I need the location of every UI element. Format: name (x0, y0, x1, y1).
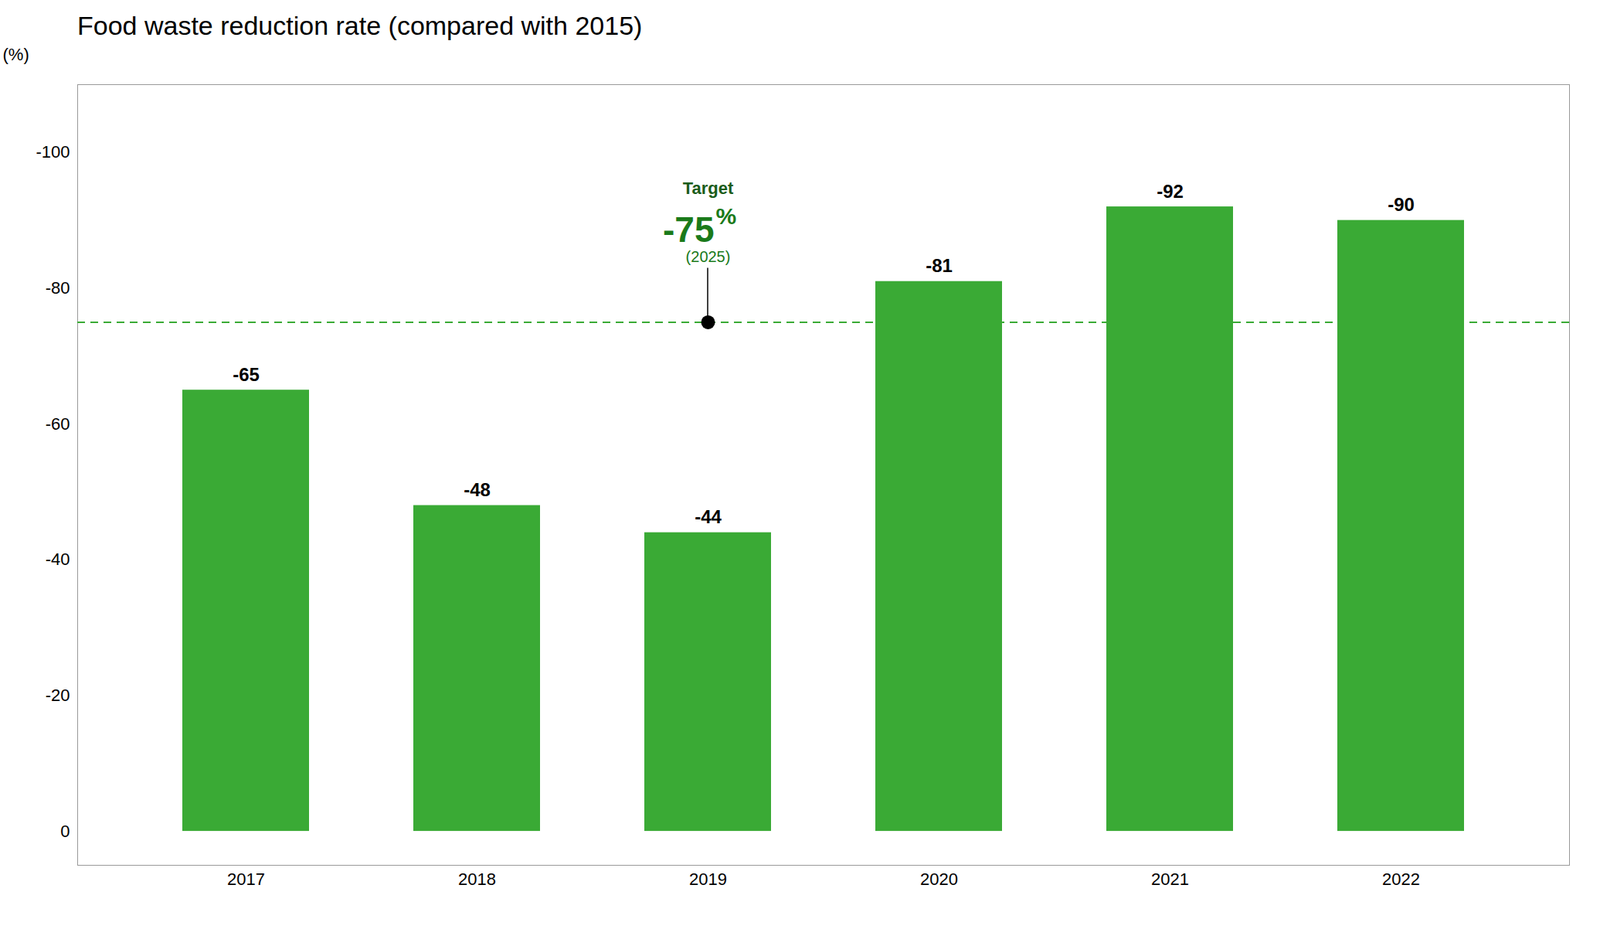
svg-text:2019: 2019 (689, 869, 727, 889)
svg-text:(2025): (2025) (686, 247, 731, 265)
svg-text:-92: -92 (1156, 180, 1184, 202)
svg-text:-80: -80 (45, 278, 71, 298)
svg-text:2022: 2022 (1382, 869, 1420, 889)
svg-text:0: 0 (60, 821, 70, 841)
svg-text:2020: 2020 (920, 869, 958, 889)
svg-text:-20: -20 (45, 685, 71, 705)
svg-text:2021: 2021 (1151, 869, 1189, 889)
html-text:Food waste reduction rate (com: Food waste reduction rate (compared with… (77, 10, 643, 41)
svg-text:2018: 2018 (458, 869, 496, 889)
svg-text:-60: -60 (45, 414, 71, 434)
svg-text:-44: -44 (694, 506, 722, 527)
svg-text:-90: -90 (1387, 193, 1415, 215)
svg-text:-100: -100 (35, 142, 70, 162)
svg-text:Target: Target (682, 178, 734, 198)
svg-text:%: % (716, 203, 738, 229)
svg-text:-40: -40 (45, 549, 71, 569)
svg-text:2017: 2017 (227, 869, 265, 889)
svg-text:-65: -65 (232, 363, 260, 385)
svg-text:(%): (%) (3, 45, 30, 65)
svg-text:-81: -81 (925, 254, 953, 276)
svg-text:-48: -48 (463, 478, 491, 500)
svg-text:-75: -75 (662, 209, 714, 250)
